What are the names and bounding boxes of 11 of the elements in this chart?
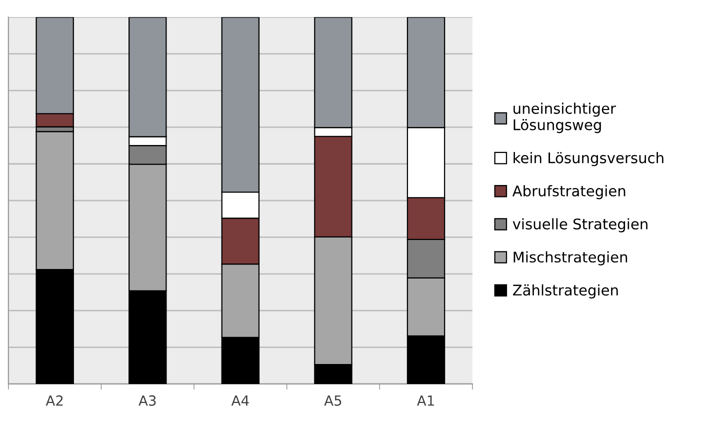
legend-label: Zählstrategien (512, 284, 618, 298)
legend-label: uneinsichtiger Lösungsweg (514, 102, 616, 134)
x-tick-label: A3 (138, 395, 156, 406)
x-tick-label: A2 (46, 395, 63, 406)
x-tick-label: A1 (416, 395, 434, 406)
x-tick-label: A4 (231, 395, 249, 406)
legend-label: Abrufstrategien (512, 185, 626, 200)
legend-label: kein Lösungsversuch (514, 152, 664, 166)
legend-label: visuelle Strategien (512, 218, 648, 232)
legend-label: Mischstrategien (514, 251, 628, 266)
x-tick-label: A5 (324, 395, 342, 406)
